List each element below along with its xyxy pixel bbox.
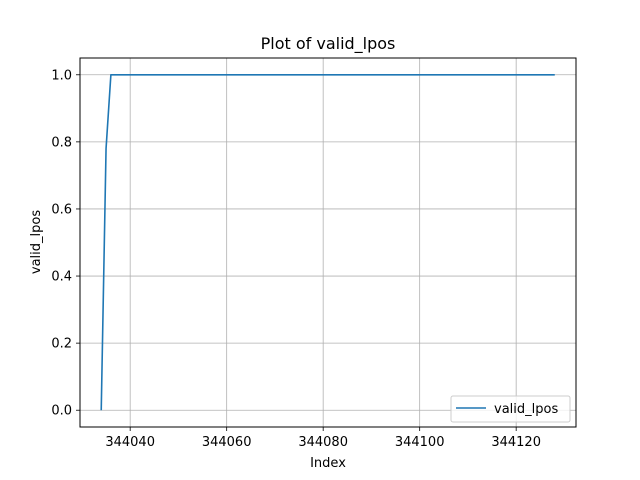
legend-box (450, 395, 571, 423)
y-tick-label: 0.2 (51, 337, 72, 352)
chart-title: Plot of valid_lpos (261, 34, 396, 54)
x-tick-label: 344120 (491, 435, 541, 450)
y-tick-label: 1.0 (51, 68, 72, 83)
y-tick-label: 0.8 (51, 135, 72, 150)
y-tick-label: 0.6 (51, 202, 72, 217)
y-tick-label: 0.4 (51, 270, 72, 285)
series-lines (100, 73, 555, 411)
x-tick-label: 344040 (105, 435, 155, 450)
y-axis-label: valid_lpos (29, 210, 44, 274)
x-axis-ticks: 344040 344060 344080 344100 344120 (105, 427, 541, 450)
x-tick-label: 344080 (298, 435, 348, 450)
y-tick-label: 0.0 (51, 404, 72, 419)
x-tick-label: 344060 (202, 435, 252, 450)
legend: valid_lpos (450, 395, 571, 423)
series-line-valid_lpos (100, 73, 555, 411)
plot-area-frame (79, 57, 577, 428)
x-axis-label: Index (310, 456, 346, 471)
legend-label: valid_lpos (494, 402, 558, 417)
x-tick-label: 344100 (395, 435, 445, 450)
y-axis-ticks: 0.0 0.2 0.4 0.6 0.8 1.0 (51, 68, 80, 419)
